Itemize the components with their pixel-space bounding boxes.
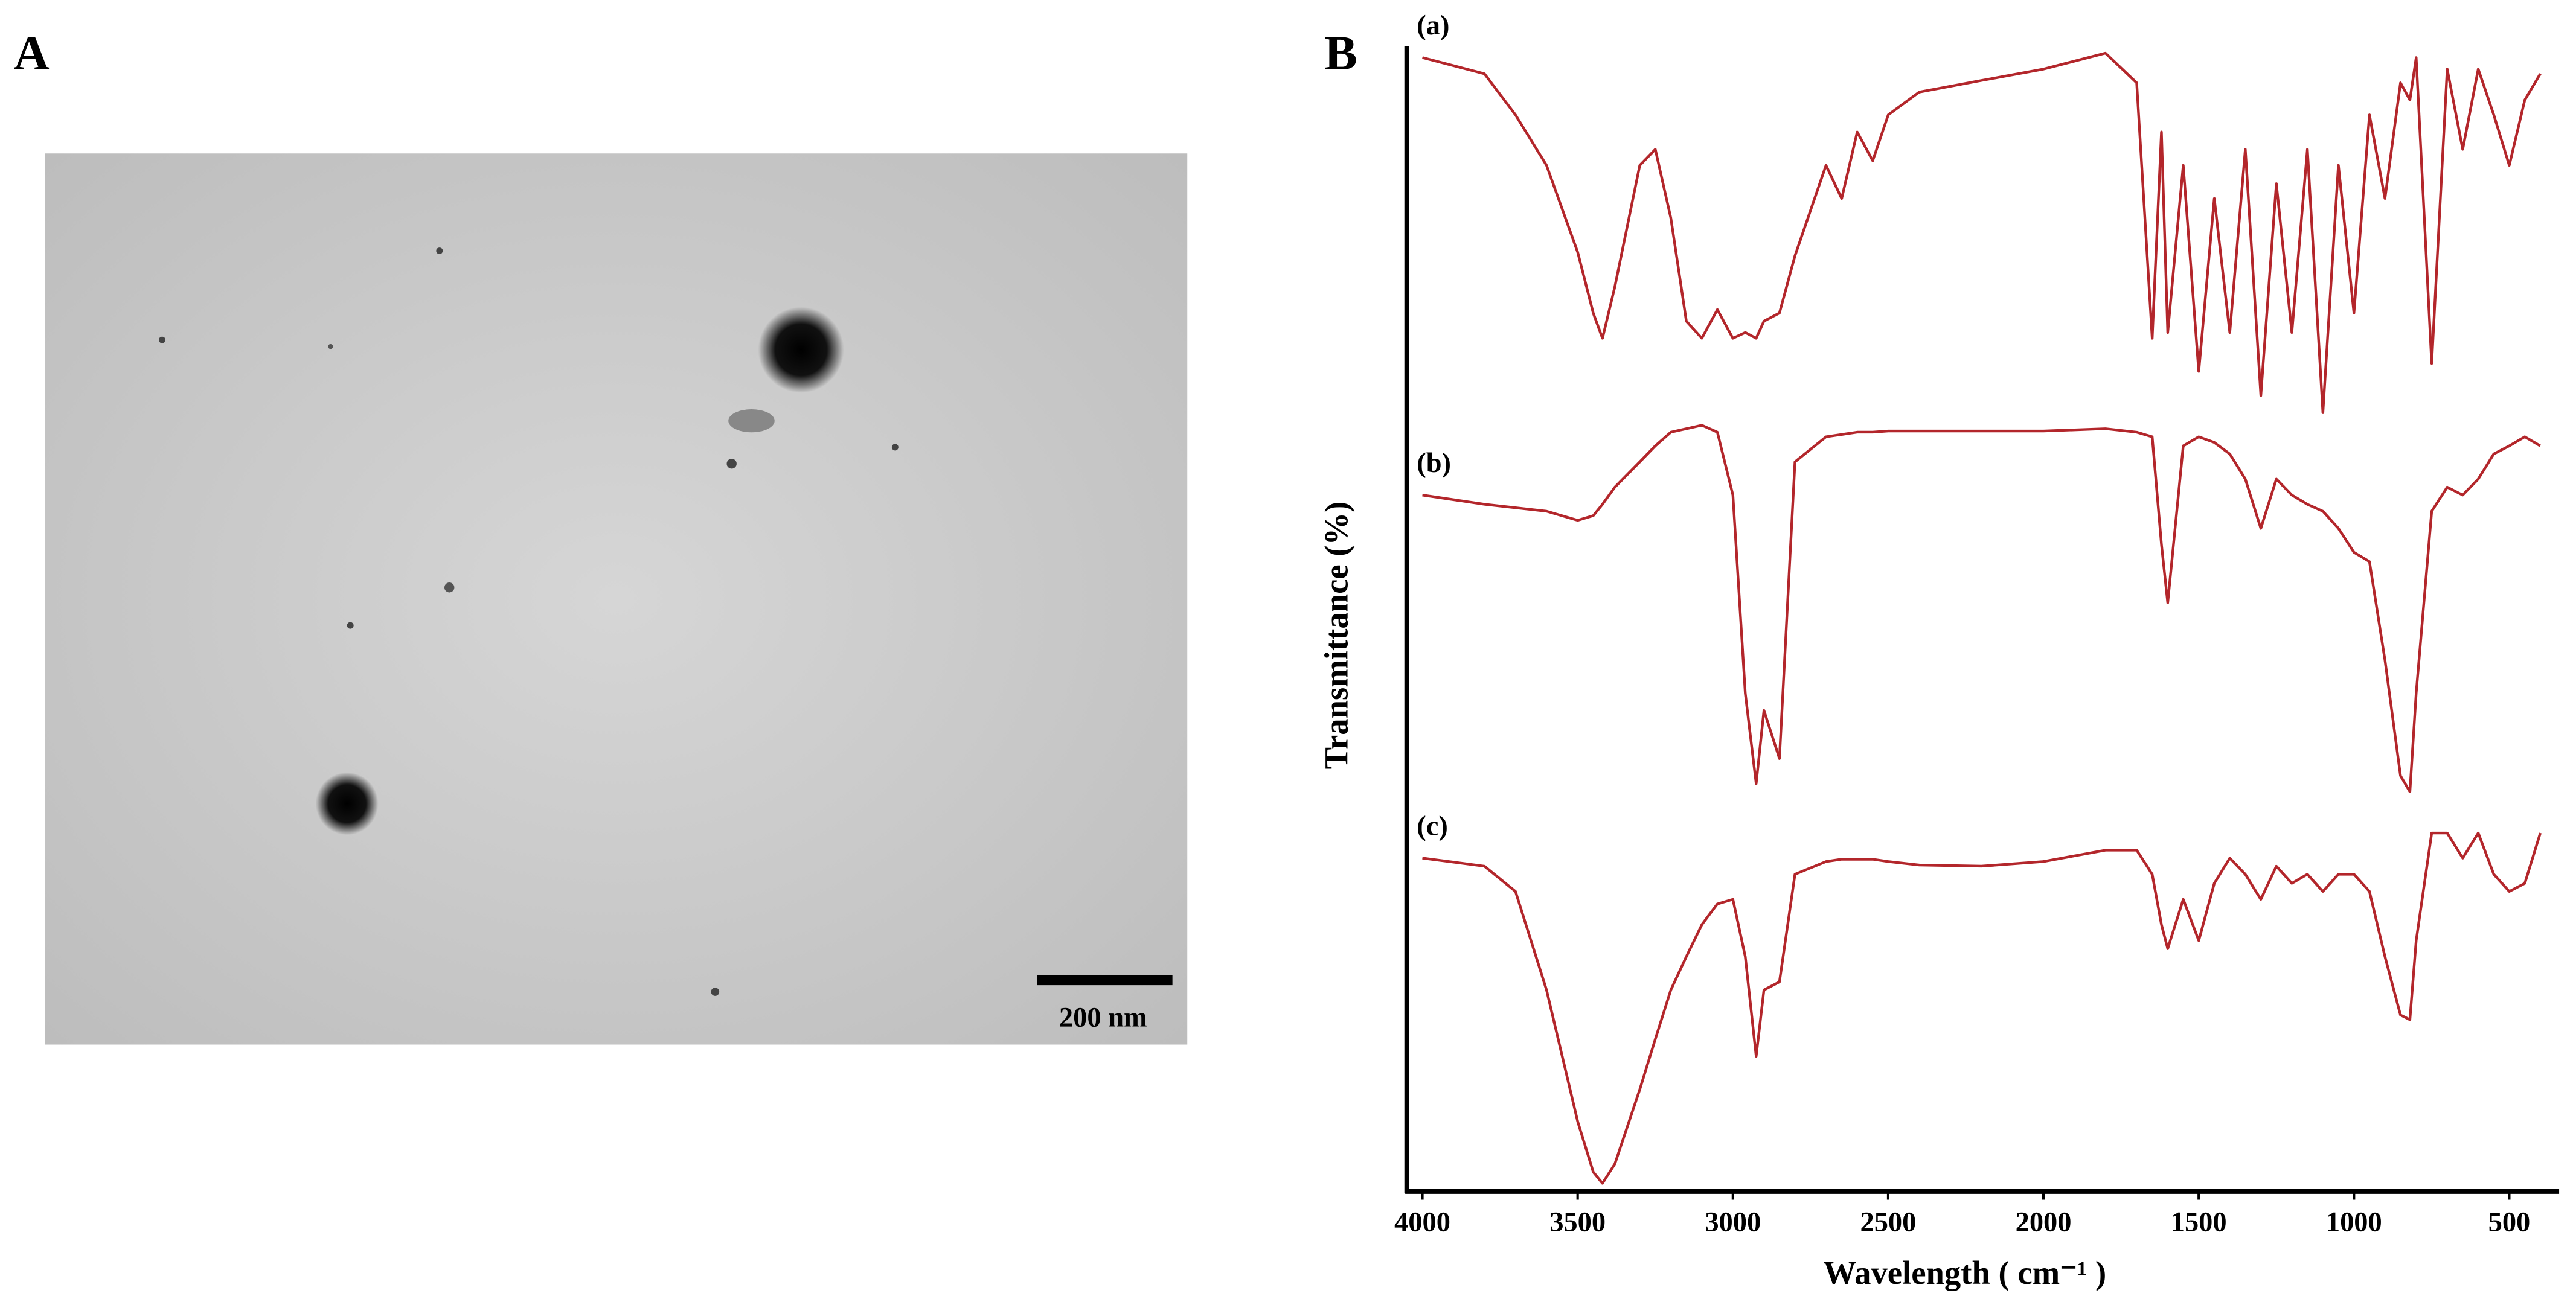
tem-image — [45, 153, 1188, 1045]
panel-label: A — [13, 25, 49, 80]
series-label: (c) — [1417, 811, 1448, 841]
scale-bar-label: 200 nm — [1059, 1002, 1147, 1033]
y-axis-label: Transmittance (%) — [1318, 502, 1354, 770]
x-tick-label: 1500 — [2171, 1207, 2227, 1237]
x-tick-label: 3000 — [1705, 1207, 1761, 1237]
series-label: (b) — [1417, 448, 1451, 479]
x-tick-label: 2000 — [2016, 1207, 2072, 1237]
x-tick-label: 3500 — [1549, 1207, 1606, 1237]
panel-label: B — [1324, 25, 1357, 80]
spectrum-line — [1422, 424, 2541, 793]
spectrum-line — [1422, 831, 2542, 1185]
x-tick-label: 1000 — [2326, 1207, 2382, 1237]
spectrum-line — [1421, 51, 2542, 414]
x-tick-label: 500 — [2488, 1207, 2531, 1237]
series-label: (a) — [1417, 10, 1449, 41]
x-tick-label: 4000 — [1394, 1207, 1450, 1237]
x-tick-label: 2500 — [1860, 1207, 1916, 1237]
x-axis-label: Wavelength ( cm⁻¹ ) — [1823, 1254, 2106, 1291]
